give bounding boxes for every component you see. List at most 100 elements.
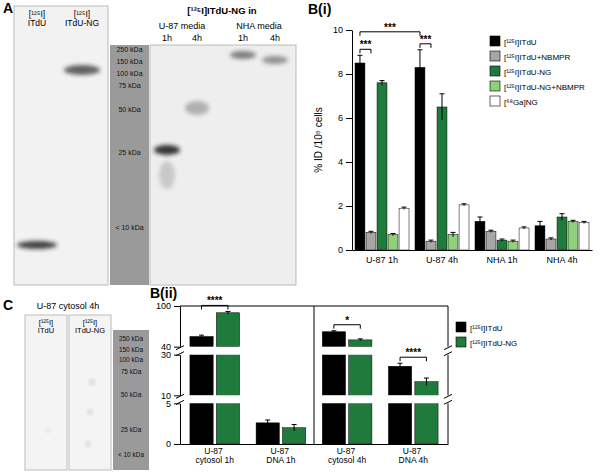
frame-line [448, 355, 449, 396]
y-tick-mark [346, 118, 352, 119]
bar [322, 355, 345, 396]
ladder-strip [113, 330, 149, 470]
bar [415, 67, 425, 250]
y-tick: 40 [161, 342, 180, 352]
significance-label: *** [384, 22, 396, 33]
error-bar [537, 221, 542, 230]
error-bar [358, 339, 363, 341]
panel-label: C [3, 297, 13, 313]
x-tick-label: NHA 4h [546, 255, 577, 265]
chart-panel: B(i)0246810U-87 1hU-87 4hNHA 1hNHA 4h% I… [308, 1, 593, 265]
x-tick: U-87 4h [426, 255, 458, 265]
error-bar [511, 240, 516, 242]
y-tick: 100 [156, 301, 180, 311]
error-bar [522, 227, 527, 229]
significance-label: * [345, 315, 349, 326]
y-axis: 05 [166, 399, 181, 450]
bar [568, 221, 578, 250]
ladder-label: < 10 kDa [115, 224, 143, 231]
text-line: ITdU [38, 326, 54, 335]
chart-panel: B(ii)05103040100U-87 cytosol 1hU-87 DNA … [150, 0, 517, 465]
legend-swatch [456, 322, 466, 332]
error-bar [500, 239, 505, 241]
text-line: ITdU-NG [75, 326, 105, 335]
y-axis-line [180, 404, 181, 445]
x-tick: NHA 4h [546, 255, 577, 265]
lane-label: 4h [192, 33, 202, 43]
x-axis: U-87 1hU-87 4hNHA 1hNHA 4h [353, 251, 593, 266]
frame-line [448, 403, 449, 444]
bar [388, 366, 411, 395]
gel-band [230, 51, 256, 59]
x-tick-label: NHA 1h [486, 255, 517, 265]
y-axis: 0246810 [333, 25, 353, 255]
ladder-label: 100 kDa [116, 70, 142, 77]
bar [437, 107, 447, 250]
legend-swatch [490, 51, 500, 61]
gel-title: U-87 cytosol 4h [37, 301, 100, 311]
panel-label: A [3, 0, 13, 16]
legend-swatch [456, 337, 466, 347]
error-bar [331, 331, 336, 333]
gel-band [46, 428, 50, 432]
ladder-label: 250 kDa [119, 335, 144, 342]
y-tick: 8 [338, 69, 352, 79]
bar [355, 63, 365, 250]
x-tick-label: U-87 cytosol 1h [196, 446, 235, 465]
group-label: NHA media [236, 21, 282, 31]
bar [366, 232, 376, 250]
bar [546, 239, 556, 250]
group-title: [¹²⁵I]ITdU-NG in [187, 5, 257, 16]
error-bar [199, 335, 204, 338]
ladder-label: 50 kDa [121, 391, 142, 398]
gel-background [69, 315, 111, 470]
legend-label: [¹²⁵I]ITdU-NG [504, 68, 551, 77]
y-tick-label: 2 [338, 201, 343, 211]
gel-band [86, 442, 90, 446]
y-tick-label: 40 [161, 342, 171, 352]
panel-label: B(i) [308, 1, 331, 17]
bar [508, 241, 518, 250]
legend-label: [¹²⁵I]ITdU-NG [470, 339, 517, 348]
y-tick-mark [346, 74, 352, 75]
bar [349, 403, 372, 444]
plot-area [190, 311, 372, 346]
error-bar [488, 230, 493, 232]
y-tick: 10 [333, 25, 352, 35]
gel-band [262, 56, 288, 64]
error-bar [424, 378, 429, 385]
bar [388, 235, 398, 250]
error-bar [428, 240, 433, 242]
error-bar [225, 311, 230, 314]
bar [497, 240, 507, 250]
y-tick-mark [346, 30, 352, 31]
bar [349, 355, 372, 396]
axis-break [444, 394, 452, 404]
x-tick-label: U-87 DNA 1h [266, 446, 296, 465]
lane-label: 1h [162, 33, 172, 43]
group-label: U-87 media [159, 21, 206, 31]
error-bar [402, 207, 407, 209]
gel-background [25, 315, 67, 470]
error-bar [560, 214, 565, 221]
ladder-label: 150 kDa [116, 58, 142, 65]
error-bar [462, 204, 467, 206]
x-axis-line [353, 250, 593, 251]
bar [256, 423, 279, 444]
panel-label: B(ii) [150, 285, 177, 301]
y-tick-label: 10 [333, 25, 343, 35]
legend: [¹²⁵I]ITdU[¹²⁵I]ITdU-NG [456, 322, 517, 348]
legend-label: [⁶⁸Ga]NG [504, 98, 538, 107]
lane-label: [¹²⁵I]ITdU-NG [75, 318, 105, 335]
axis-break [444, 346, 452, 356]
bar [322, 403, 345, 444]
y-tick-mark [174, 306, 180, 307]
gel-band [159, 161, 175, 189]
text-line: DNA 1h [266, 455, 296, 465]
text-line: DNA 4h [399, 455, 429, 465]
y-axis-title: % ID /10⁵ cells [313, 107, 324, 172]
lane-label: 1h [238, 33, 248, 43]
frame-line [448, 306, 449, 347]
gel-band [64, 65, 100, 75]
y-tick-label: 10 [161, 391, 171, 401]
